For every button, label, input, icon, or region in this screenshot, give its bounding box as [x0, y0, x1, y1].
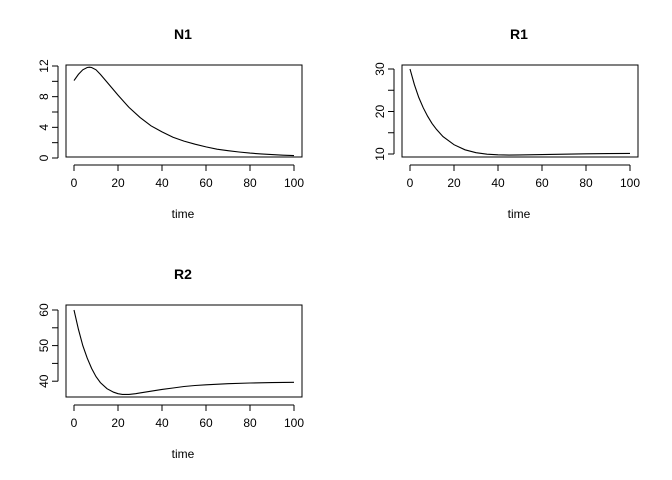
plot-frame: [65, 64, 303, 158]
plot-area: [73, 66, 295, 157]
y-tick-label: 8: [37, 93, 51, 100]
y-axis: 40 50 60: [37, 303, 59, 388]
x-tick-label: 80: [243, 176, 257, 190]
x-tick-label: 20: [111, 176, 125, 190]
panel-r2: R2 time 0 20 40 60 80 100 40 50 60: [37, 266, 304, 461]
x-tick-label: 40: [155, 176, 169, 190]
panel-title: R2: [174, 266, 192, 282]
x-tick-label: 40: [155, 416, 169, 430]
y-tick-label: 0: [37, 154, 51, 161]
plot-frame: [65, 304, 303, 398]
y-tick-label: 50: [37, 339, 51, 353]
x-tick-label: 60: [199, 176, 213, 190]
y-tick-label: 10: [373, 147, 387, 161]
y-tick-label: 12: [37, 59, 51, 73]
x-axis: 0 20 40 60 80 100: [71, 404, 304, 430]
x-tick-label: 100: [284, 176, 304, 190]
y-tick-label: 30: [373, 62, 387, 76]
panel-n1: N1 time 0 20 40 60 80 100 0 4 8 12: [37, 26, 304, 221]
x-tick-label: 60: [199, 416, 213, 430]
y-tick-label: 4: [37, 124, 51, 131]
x-axis-label: time: [508, 207, 531, 221]
x-tick-label: 20: [447, 176, 461, 190]
panel-title: R1: [510, 26, 528, 42]
y-tick-label: 60: [37, 303, 51, 317]
x-axis-label: time: [172, 447, 195, 461]
plot-area: [73, 309, 295, 395]
y-tick-label: 40: [37, 374, 51, 388]
x-tick-label: 60: [535, 176, 549, 190]
y-tick-label: 20: [373, 105, 387, 119]
x-tick-label: 20: [111, 416, 125, 430]
y-axis: 10 20 30: [373, 62, 395, 161]
panel-r1: R1 time 0 20 40 60 80 100 10 20 30: [373, 26, 640, 221]
x-tick-label: 100: [284, 416, 304, 430]
x-axis-label: time: [172, 207, 195, 221]
x-axis: 0 20 40 60 80 100: [71, 164, 304, 190]
y-axis: 0 4 8 12: [37, 59, 59, 161]
x-tick-label: 0: [407, 176, 414, 190]
series-line: [73, 66, 295, 157]
series-line: [73, 309, 295, 395]
x-tick-label: 80: [243, 416, 257, 430]
x-axis: 0 20 40 60 80 100: [407, 164, 640, 190]
x-tick-label: 80: [579, 176, 593, 190]
plot-frame: [401, 64, 639, 158]
series-line: [409, 68, 631, 156]
x-tick-label: 0: [71, 416, 78, 430]
panel-title: N1: [174, 26, 192, 42]
plot-area: [409, 68, 631, 156]
x-tick-label: 0: [71, 176, 78, 190]
x-tick-label: 100: [620, 176, 640, 190]
x-tick-label: 40: [491, 176, 505, 190]
